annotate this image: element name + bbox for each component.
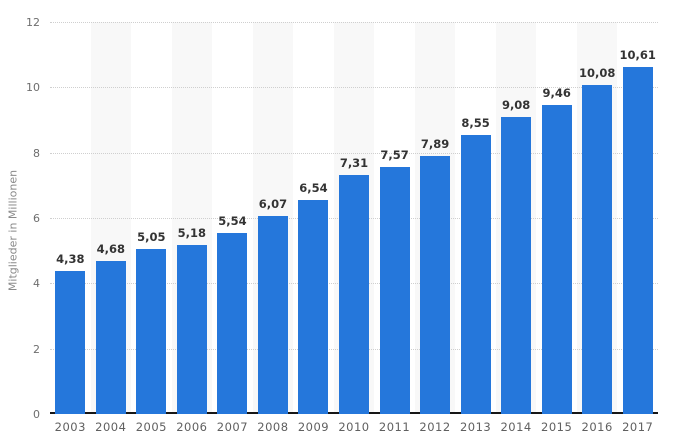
bar-value-label: 6,07 [258,196,288,211]
x-tick-label: 2004 [95,420,127,434]
bar[interactable] [501,117,532,414]
bar[interactable] [55,270,86,414]
x-tick-label: 2011 [378,420,411,434]
bar-value-label: 9,08 [501,98,531,113]
bar[interactable] [582,84,613,414]
bar[interactable] [298,200,329,414]
bar-value-label: 9,46 [542,85,571,100]
bar[interactable] [339,175,369,414]
y-tick-label: 0 [33,408,40,421]
bar-value-label: 6,54 [299,181,328,196]
bar[interactable] [420,156,451,414]
bar[interactable] [622,67,653,414]
gridline [50,152,658,154]
bar-value-label: 8,55 [461,115,490,130]
bar[interactable] [176,244,207,414]
bar-value-label: 5,18 [177,225,207,240]
y-tick-label: 4 [33,277,40,291]
x-tick-label: 2014 [500,420,532,434]
x-tick-label: 2012 [419,420,451,434]
y-tick-label: 6 [33,212,40,225]
bar-value-label: 4,38 [56,251,85,266]
x-tick-label: 2007 [216,420,249,434]
bar-value-label: 7,31 [339,156,369,171]
y-tick-label: 10 [26,81,40,95]
bar-value-label: 10,08 [578,65,616,80]
y-tick-label: 12 [26,16,40,29]
gridline [50,87,658,89]
bar-value-label: 4,68 [96,242,125,257]
x-tick-label: 2008 [257,420,289,434]
x-tick-label: 2017 [622,420,654,434]
bar[interactable] [136,249,167,414]
y-tick-label: 8 [33,146,40,160]
bar[interactable] [541,104,572,414]
x-tick-label: 2010 [338,420,370,434]
x-tick-label: 2013 [459,420,492,434]
x-tick-label: 2009 [297,420,330,434]
x-tick-label: 2015 [541,420,573,434]
bar-value-label: 5,54 [218,214,247,229]
x-tick-label: 2005 [135,420,167,434]
bar[interactable] [217,233,248,414]
bar[interactable] [95,261,126,414]
bar-value-label: 5,05 [137,230,166,245]
x-tick-label: 2003 [54,420,86,434]
bar[interactable] [460,134,491,414]
bar[interactable] [379,166,410,414]
gridline [50,22,658,23]
bar-value-label: 7,57 [380,147,409,162]
x-tick-label: 2006 [176,420,208,434]
bar[interactable] [257,215,288,414]
bar-value-label: 10,61 [619,48,656,63]
y-tick-label: 2 [33,342,40,356]
bar-value-label: 7,89 [420,137,450,152]
x-tick-label: 2016 [581,420,613,434]
